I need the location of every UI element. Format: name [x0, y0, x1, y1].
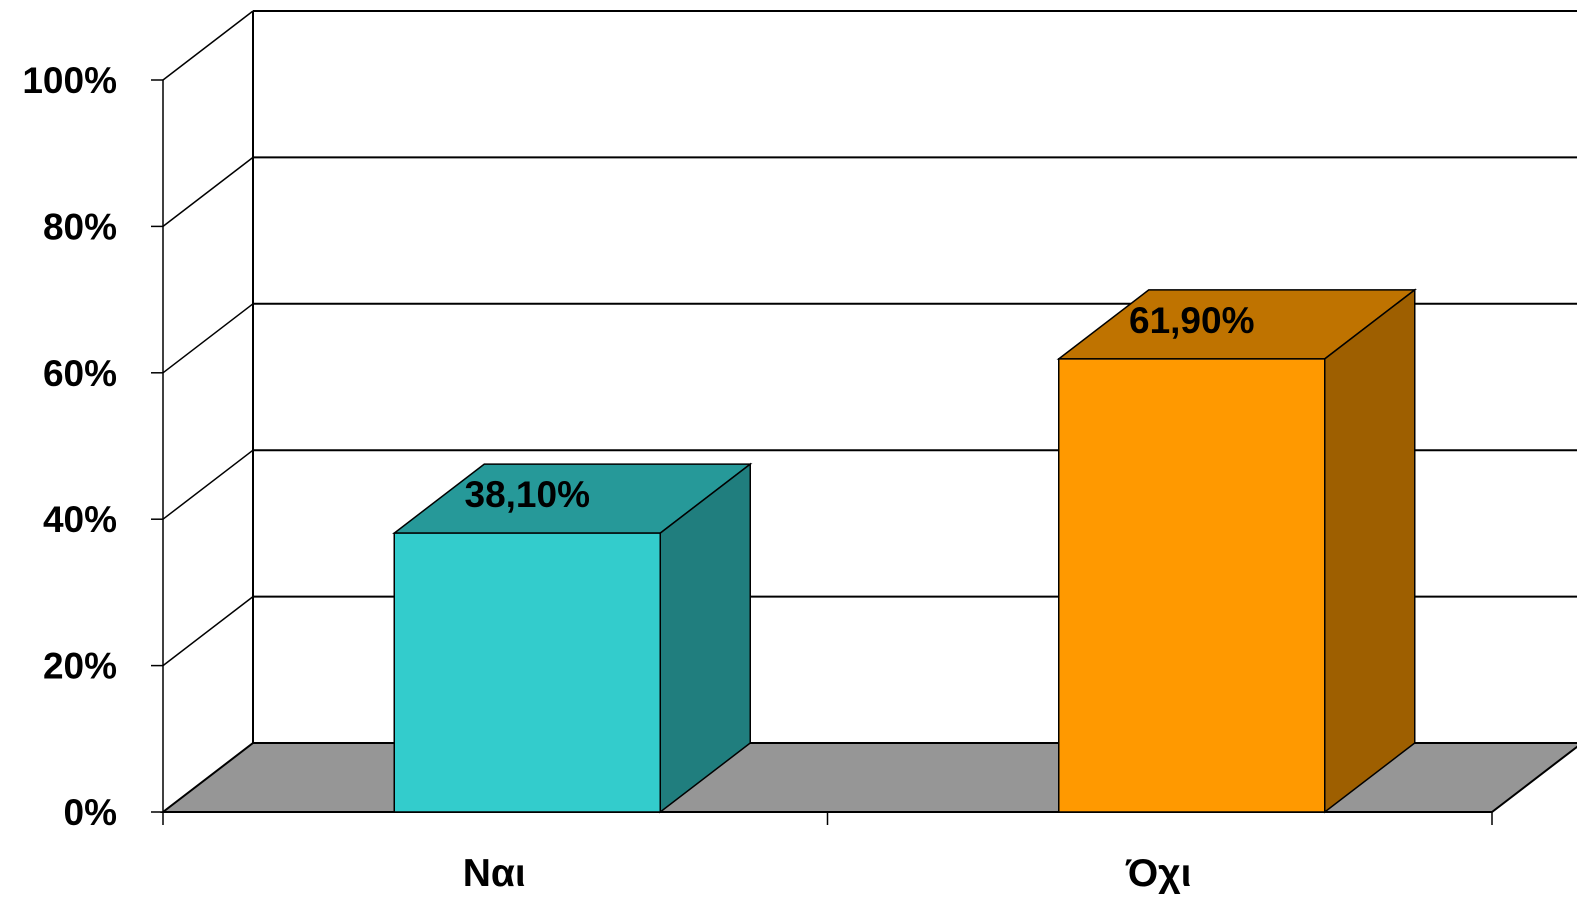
x-tick-label: Ναι [463, 852, 526, 895]
x-tick-label: Όχι [1125, 852, 1191, 895]
y-tick-label: 0% [64, 792, 117, 833]
y-tick-label: 80% [43, 206, 117, 247]
bar-2: 61,90% [1056, 288, 1417, 814]
x-axis: Ναι Όχι [162, 812, 1493, 895]
y-tick-label: 20% [43, 646, 117, 687]
bar-value-label: 38,10% [465, 474, 591, 515]
bars: 38,10% 61,90% [392, 288, 1417, 814]
bar-side-face [1324, 288, 1416, 814]
y-axis: 0% 20% 40% 60% 80% 100% [22, 60, 163, 833]
bar-front-face [393, 532, 661, 813]
y-tick-label: 60% [43, 353, 117, 394]
side-gridline [162, 449, 254, 520]
side-gridline [162, 596, 254, 667]
bar-1: 38,10% [392, 462, 753, 814]
side-gridline [162, 303, 254, 374]
y-tick-label: 100% [22, 60, 117, 101]
bar-front-face [1058, 358, 1326, 813]
side-gridline [162, 10, 254, 81]
side-gridline [162, 156, 254, 227]
bar-value-label: 61,90% [1129, 300, 1255, 341]
y-tick-label: 40% [43, 499, 117, 540]
